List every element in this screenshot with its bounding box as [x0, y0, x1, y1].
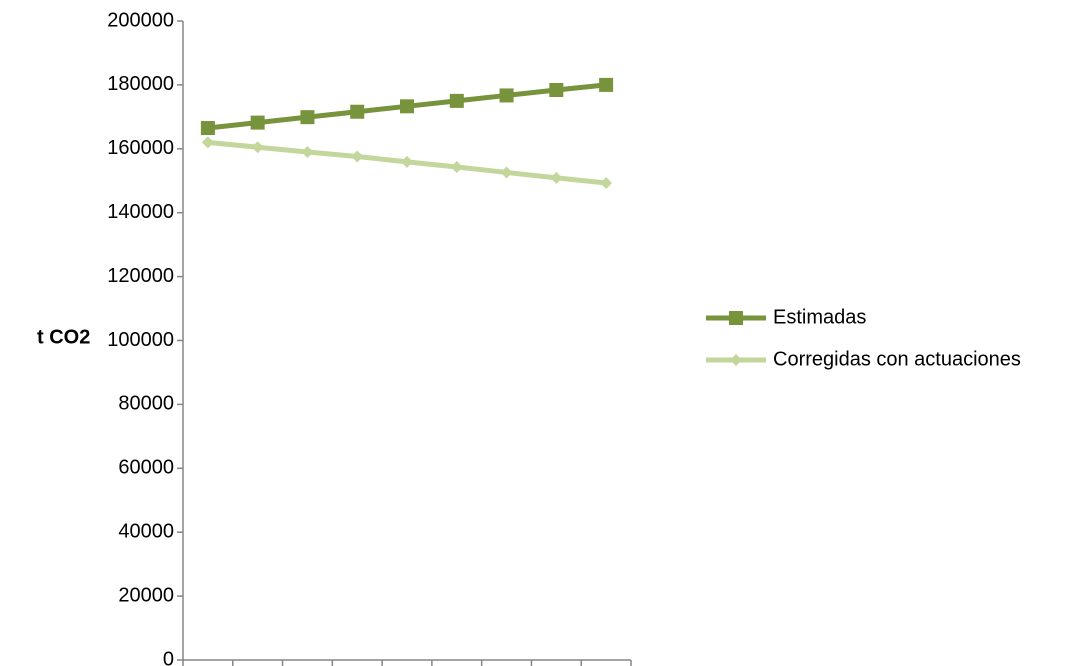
- legend-marker: [729, 311, 743, 325]
- data-point: [599, 77, 614, 92]
- data-point: [300, 110, 315, 125]
- legend-marker: [730, 354, 742, 366]
- data-point: [351, 150, 364, 163]
- y-tick-label: 160000: [107, 137, 174, 159]
- y-axis-ticks: 0 20000 40000 60000 80000 100000 120000 140000 1…: [107, 9, 183, 666]
- y-tick-label: 200000: [107, 9, 174, 31]
- data-point: [449, 93, 464, 108]
- data-point: [600, 176, 613, 189]
- y-tick-label: 80000: [118, 393, 174, 415]
- y-tick-label: 140000: [107, 201, 174, 223]
- y-tick-label: 40000: [118, 520, 174, 542]
- y-tick-label: 60000: [118, 457, 174, 479]
- y-tick-label: 120000: [107, 265, 174, 287]
- data-point: [350, 104, 365, 119]
- data-point: [450, 161, 463, 174]
- y-tick-label: 20000: [118, 584, 174, 606]
- legend-label: Estimadas: [773, 306, 866, 328]
- data-point: [500, 166, 513, 179]
- y-tick-label: 100000: [107, 329, 174, 351]
- y-tick-label: 180000: [107, 73, 174, 95]
- y-axis-title: t CO2: [37, 326, 90, 348]
- data-point: [400, 99, 414, 114]
- data-point: [401, 155, 413, 168]
- series-layer: [200, 77, 614, 189]
- data-point: [549, 83, 564, 98]
- legend-label: Corregidas con actuaciones: [773, 348, 1021, 370]
- x-axis-ticks: 201220132014201520162017201820192020: [182, 660, 632, 666]
- data-point: [301, 145, 314, 158]
- data-point: [200, 121, 215, 136]
- data-point: [550, 171, 563, 184]
- data-point: [499, 88, 514, 103]
- legend: Estimadas Corregidas con actuaciones: [706, 306, 1021, 370]
- data-point: [251, 141, 264, 154]
- y-tick-label: 0: [163, 648, 174, 666]
- data-point: [250, 115, 265, 130]
- data-point: [201, 136, 214, 149]
